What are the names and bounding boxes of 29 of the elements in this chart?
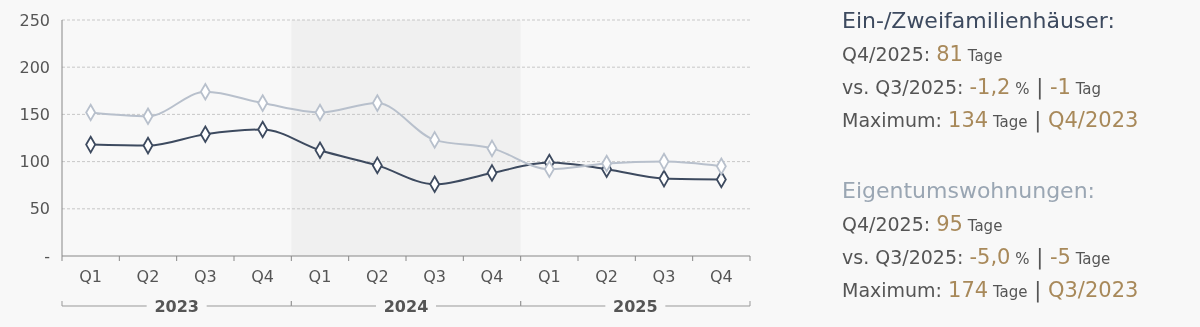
y-tick-label: 50 xyxy=(29,199,50,219)
text: vs. Q3/2025: -5,0 % | -5 Tage xyxy=(842,245,1111,270)
x-tick-label: Q1 xyxy=(308,267,332,286)
text: Maximum: 174 Tage | Q3/2023 xyxy=(842,278,1139,303)
y-tick-label: - xyxy=(44,246,50,266)
x-tick-label: Q1 xyxy=(537,267,561,286)
text: Maximum: 134 Tage | Q4/2023 xyxy=(842,108,1139,133)
x-tick-label: Q4 xyxy=(480,267,504,286)
text: Q4/2025: 95 Tage xyxy=(842,212,1003,236)
text: 2025 xyxy=(613,297,658,316)
x-tick-label: Q4 xyxy=(251,267,275,286)
text: Eigentumswohnungen: xyxy=(842,178,1095,203)
text: Ein-/Zweifamilienhäuser: xyxy=(842,8,1115,33)
x-tick-label: Q2 xyxy=(595,267,619,286)
text: 2024 xyxy=(383,297,429,316)
x-tick-label: Q1 xyxy=(79,267,103,286)
y-tick-label: 200 xyxy=(19,57,50,77)
x-tick-label: Q3 xyxy=(193,267,217,286)
x-tick-label: Q2 xyxy=(365,267,389,286)
x-tick-label: Q3 xyxy=(652,267,676,286)
x-tick-label: Q4 xyxy=(709,267,733,286)
y-tick-label: 250 xyxy=(19,10,50,30)
text: vs. Q3/2025: -1,2 % | -1 Tag xyxy=(842,75,1102,100)
text: 2023 xyxy=(154,297,199,316)
x-tick-label: Q2 xyxy=(136,267,160,286)
x-tick-label: Q3 xyxy=(423,267,447,286)
y-tick-label: 150 xyxy=(19,105,50,124)
y-tick-label: 100 xyxy=(19,152,50,172)
text: Q4/2025: 81 Tage xyxy=(842,42,1003,66)
